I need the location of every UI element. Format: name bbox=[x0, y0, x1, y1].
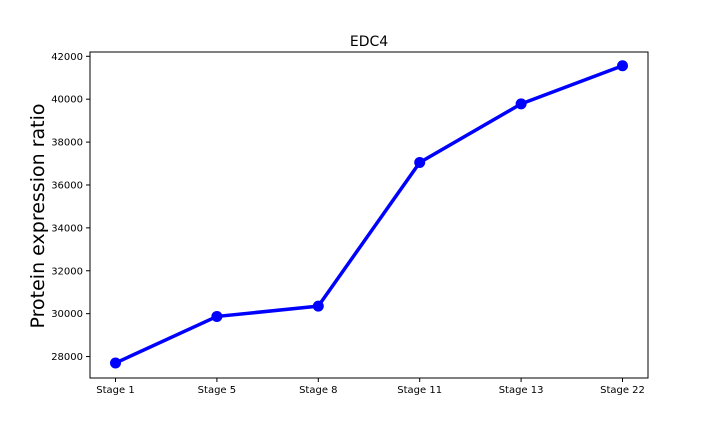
y-tick-label: 36000 bbox=[51, 180, 83, 191]
x-tick-label: Stage 22 bbox=[600, 385, 645, 396]
series-layer bbox=[110, 60, 628, 369]
plot-area-frame bbox=[89, 51, 649, 379]
data-point bbox=[110, 357, 121, 369]
x-tick-label: Stage 11 bbox=[397, 385, 442, 396]
y-tick-label: 34000 bbox=[51, 223, 83, 234]
data-point bbox=[211, 310, 223, 322]
y-axis-label: Protein expression ratio bbox=[27, 104, 49, 329]
y-tick-label: 32000 bbox=[51, 266, 83, 277]
y-tick-label: 42000 bbox=[51, 52, 83, 63]
y-tick-label: 40000 bbox=[51, 95, 83, 106]
data-point bbox=[312, 300, 324, 312]
x-tick-label: Stage 5 bbox=[198, 385, 236, 396]
y-tick-label: 28000 bbox=[51, 352, 83, 363]
y-tick-label: 30000 bbox=[51, 309, 83, 320]
data-point bbox=[617, 60, 628, 72]
x-tick-label: Stage 13 bbox=[499, 385, 544, 396]
series-line bbox=[113, 63, 625, 365]
data-point bbox=[414, 156, 426, 168]
x-axis: Stage 1 Stage 5 Stage 8 Stage 11 Stage 13 Sta… bbox=[96, 378, 645, 396]
x-tick-label: Stage 8 bbox=[299, 385, 337, 396]
data-point bbox=[515, 98, 527, 110]
x-tick-label: Stage 1 bbox=[96, 385, 134, 396]
y-axis: 28000 30000 32000 34000 36000 38000 40000 42000 bbox=[51, 52, 90, 363]
y-tick-label: 38000 bbox=[51, 138, 83, 149]
chart-title: EDC4 bbox=[350, 34, 388, 50]
